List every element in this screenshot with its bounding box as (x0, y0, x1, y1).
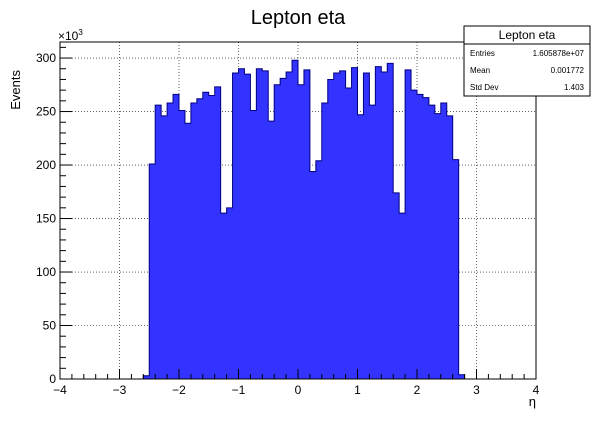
y-tick-label: 250 (36, 105, 56, 119)
y-axis-ticks: 0 50 100 150 200 250 300 (36, 46, 72, 386)
stats-value-entries: 1.605878e+07 (533, 49, 585, 58)
stats-value-stddev: 1.403 (564, 83, 585, 92)
stats-label-entries: Entries (470, 49, 495, 58)
stats-title: Lepton eta (499, 28, 556, 42)
y-multiplier-exponent: 3 (78, 28, 83, 37)
x-tick-label: −2 (172, 383, 186, 397)
x-tick-label: −4 (53, 383, 67, 397)
x-tick-label: 1 (354, 383, 361, 397)
y-tick-label: 300 (36, 51, 56, 65)
stats-box: Lepton eta Entries 1.605878e+07 Mean 0.0… (463, 25, 591, 97)
x-axis-ticks: −4 −3 −2 −1 0 1 2 3 4 (53, 369, 540, 397)
y-multiplier: ×103 (58, 28, 83, 43)
y-tick-label: 100 (36, 265, 56, 279)
histogram-outline (142, 59, 466, 379)
histogram-fill (143, 60, 465, 379)
x-axis-label: η (529, 394, 536, 409)
x-tick-label: −1 (232, 383, 246, 397)
y-multiplier-base: ×10 (58, 29, 79, 43)
y-tick-label: 150 (36, 212, 56, 226)
stats-value-mean: 0.001772 (551, 66, 585, 75)
stats-label-mean: Mean (470, 66, 490, 75)
x-tick-label: 4 (533, 383, 540, 397)
x-tick-label: 0 (295, 383, 302, 397)
x-tick-label: 2 (414, 383, 421, 397)
y-tick-label: 200 (36, 158, 56, 172)
stats-label-stddev: Std Dev (470, 83, 498, 92)
x-tick-label: −3 (113, 383, 127, 397)
y-tick-label: 50 (43, 319, 57, 333)
x-tick-label: 3 (473, 383, 480, 397)
y-tick-label: 0 (49, 372, 56, 386)
chart-title: Lepton eta (251, 7, 346, 29)
y-axis-label: Events (8, 70, 23, 110)
